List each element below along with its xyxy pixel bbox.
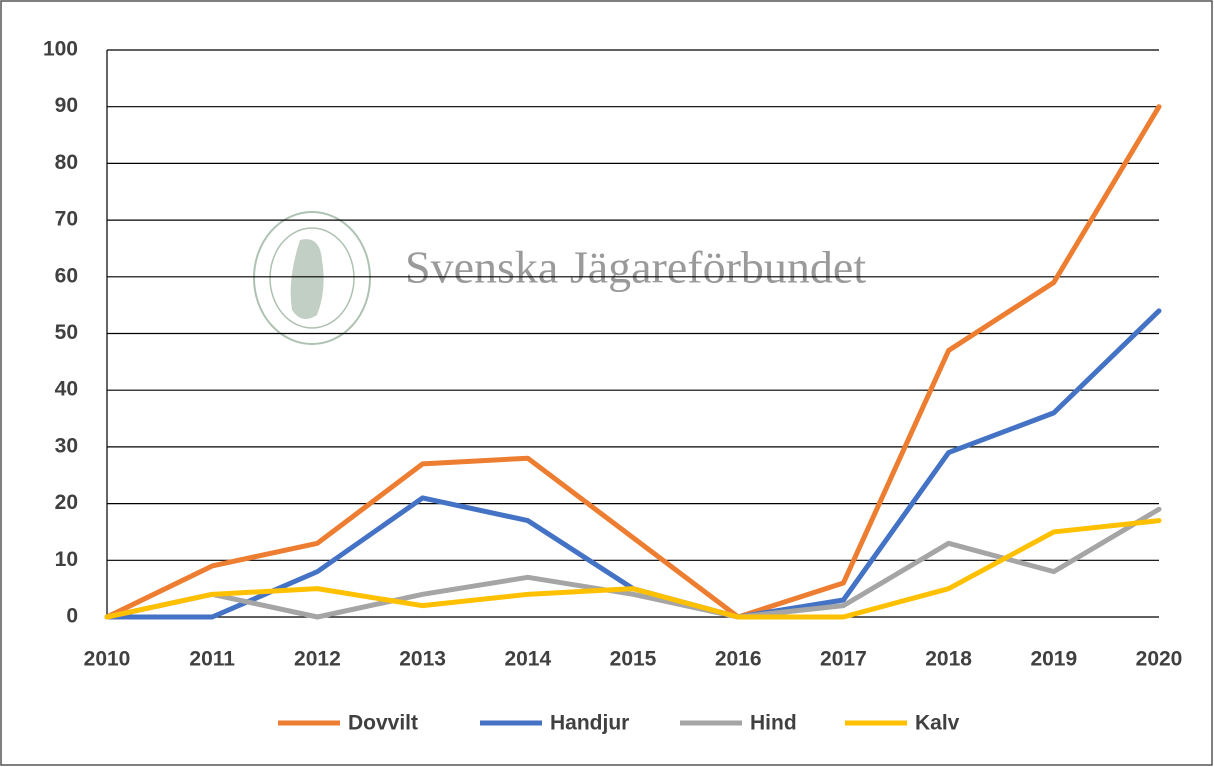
x-tick-label: 2015	[610, 648, 657, 671]
x-tick-label: 2019	[1030, 648, 1077, 671]
series-line	[104, 506, 1162, 620]
x-tick-label: 2013	[399, 648, 446, 671]
series-line	[104, 104, 1162, 620]
y-tick-label: 30	[55, 434, 78, 457]
x-tick-label: 2010	[84, 648, 131, 671]
y-tick-label: 90	[55, 94, 78, 117]
y-tick-label: 50	[55, 321, 78, 344]
y-tick-label: 80	[55, 151, 78, 174]
legend-label: Dovvilt	[348, 712, 418, 735]
y-tick-label: 20	[55, 491, 78, 514]
legend-label: Handjur	[550, 712, 629, 735]
x-tick-label: 2016	[715, 648, 762, 671]
x-tick-label: 2020	[1136, 648, 1183, 671]
y-tick-label: 100	[43, 38, 78, 61]
x-tick-label: 2011	[189, 648, 235, 671]
legend-label: Kalv	[915, 712, 960, 735]
y-tick-label: 0	[66, 605, 78, 628]
x-tick-label: 2017	[820, 648, 867, 671]
x-tick-label: 2014	[504, 648, 551, 671]
logo	[253, 211, 371, 345]
y-tick-label: 10	[55, 548, 78, 571]
watermark: Svenska Jägareförbundet	[405, 242, 866, 293]
y-tick-label: 70	[55, 208, 78, 231]
x-tick-label: 2018	[925, 648, 972, 671]
y-tick-label: 60	[55, 264, 78, 287]
x-tick-label: 2012	[294, 648, 341, 671]
y-tick-label: 40	[55, 378, 78, 401]
series-line	[104, 518, 1162, 620]
legend-label: Hind	[750, 712, 797, 735]
